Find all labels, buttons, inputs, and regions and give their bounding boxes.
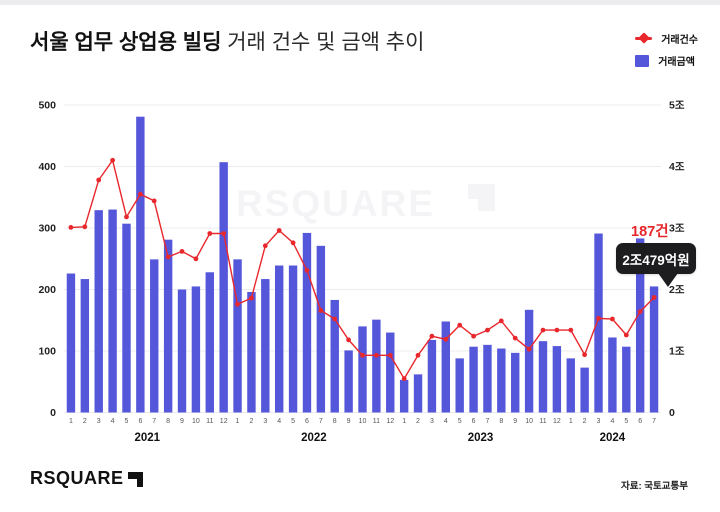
svg-text:2022: 2022 (301, 432, 327, 444)
svg-text:5: 5 (125, 418, 129, 425)
line-marker-icon (635, 32, 653, 44)
svg-text:2: 2 (249, 418, 253, 425)
svg-text:5: 5 (458, 418, 462, 425)
svg-text:10: 10 (525, 418, 533, 425)
bar-marker-icon (635, 54, 650, 67)
svg-text:4조: 4조 (669, 161, 685, 173)
svg-text:9: 9 (180, 418, 184, 425)
svg-text:4: 4 (444, 418, 448, 425)
legend-item-count: 거래건수 (635, 31, 698, 46)
svg-text:11: 11 (373, 418, 380, 425)
svg-text:9: 9 (513, 418, 517, 425)
svg-text:3조: 3조 (669, 223, 685, 235)
svg-text:6: 6 (472, 418, 476, 425)
svg-text:7: 7 (486, 418, 490, 425)
svg-text:10: 10 (359, 418, 367, 425)
legend-item-amount: 거래금액 (635, 53, 695, 68)
amount-bar-series (66, 116, 659, 413)
svg-text:7: 7 (319, 418, 323, 425)
svg-text:0: 0 (669, 407, 675, 419)
svg-text:1: 1 (236, 418, 240, 425)
tooltip-pointer-icon (658, 273, 678, 287)
count-callout: 187건 (631, 224, 669, 240)
svg-text:3: 3 (430, 418, 434, 425)
svg-text:6: 6 (638, 418, 642, 425)
page-title: 서울 업무 상업용 빌딩 거래 건수 및 금액 추이 (30, 30, 424, 56)
svg-text:3: 3 (97, 418, 101, 425)
svg-text:200: 200 (38, 284, 56, 296)
svg-text:2: 2 (83, 418, 87, 425)
svg-text:7: 7 (152, 418, 156, 425)
svg-text:10: 10 (192, 418, 200, 425)
legend-count-label: 거래건수 (661, 35, 698, 46)
svg-text:1: 1 (569, 418, 573, 425)
svg-text:3: 3 (263, 418, 267, 425)
svg-text:2023: 2023 (468, 432, 494, 444)
svg-text:500: 500 (38, 100, 56, 112)
svg-text:2: 2 (416, 418, 420, 425)
svg-text:1: 1 (402, 418, 406, 425)
amount-tooltip-label: 2조479억원 (622, 252, 690, 268)
page-title-regular: 거래 건수 및 금액 추이 (221, 31, 425, 54)
svg-text:12: 12 (553, 418, 561, 425)
svg-text:12: 12 (386, 418, 394, 425)
svg-text:1조: 1조 (669, 346, 685, 358)
svg-text:1: 1 (69, 418, 73, 425)
svg-text:6: 6 (305, 418, 309, 425)
svg-text:300: 300 (38, 223, 56, 235)
svg-text:5: 5 (624, 418, 628, 425)
svg-text:2조: 2조 (669, 284, 685, 296)
svg-text:3: 3 (597, 418, 601, 425)
rsquare-logo-mark-icon (127, 471, 143, 487)
svg-text:4: 4 (610, 418, 614, 425)
svg-text:11: 11 (206, 418, 213, 425)
rsquare-logo: RSQUARE (30, 468, 143, 489)
svg-text:8: 8 (499, 418, 503, 425)
svg-text:100: 100 (38, 346, 56, 358)
svg-text:7: 7 (652, 418, 656, 425)
svg-text:0: 0 (50, 407, 56, 419)
svg-text:9: 9 (347, 418, 351, 425)
svg-text:2021: 2021 (135, 432, 161, 444)
svg-text:2024: 2024 (600, 432, 626, 444)
svg-text:5: 5 (291, 418, 295, 425)
rsquare-logo-text: RSQUARE (30, 468, 124, 488)
svg-text:400: 400 (38, 161, 56, 173)
svg-text:8: 8 (166, 418, 170, 425)
svg-text:RSQUARE: RSQUARE (236, 183, 435, 224)
svg-text:4: 4 (111, 418, 115, 425)
amount-tooltip: 2조479억원 (616, 243, 696, 287)
svg-text:2: 2 (583, 418, 587, 425)
gridlines (64, 104, 661, 413)
svg-text:5조: 5조 (669, 100, 685, 112)
svg-text:11: 11 (539, 418, 546, 425)
top-strip (0, 0, 720, 5)
svg-text:4: 4 (277, 418, 281, 425)
svg-text:12: 12 (220, 418, 228, 425)
page-title-bold: 서울 업무 상업용 빌딩 (30, 31, 222, 54)
svg-text:6: 6 (138, 418, 142, 425)
count-line-series (68, 157, 657, 382)
data-source: 자료: 국토교통부 (621, 481, 688, 492)
watermark: RSQUARE (236, 183, 495, 224)
svg-text:8: 8 (333, 418, 337, 425)
legend: 거래건수 거래금액 (635, 31, 698, 68)
legend-amount-label: 거래금액 (658, 57, 695, 68)
